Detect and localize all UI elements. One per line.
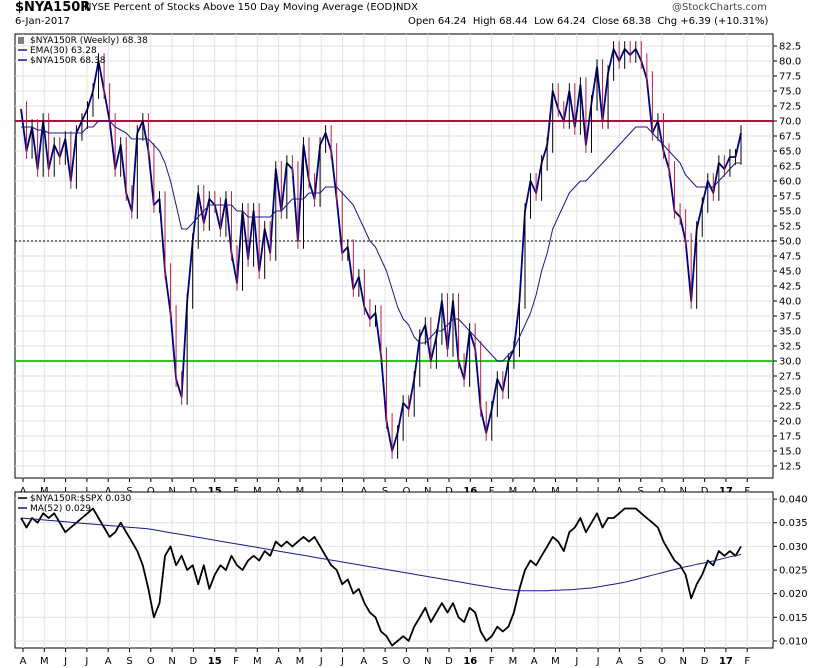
legend-entry: $NYA150R:$SPX 0.030 [30,494,132,504]
exchange-label: INDX [393,2,418,13]
legend-entry: $NYA150R 68.38 [30,56,106,66]
y-tick-label: 75.0 [779,87,801,98]
high-value: 68.44 [499,16,528,27]
y-tick-label: 60.0 [779,177,801,188]
quote-summary: Open 64.24 High 68.44 Low 64.24 Close 68… [408,16,768,27]
low-label: Low [534,16,554,27]
x-tick-label: D [190,656,198,667]
y-tick-label: 17.5 [779,432,801,443]
y-tick-label: 57.5 [779,192,801,203]
y-tick-label: 32.5 [779,342,801,353]
y-tick-label: 80.0 [779,57,801,68]
x-tick-label: F [744,656,750,667]
y-tick-label: 52.5 [779,222,801,233]
x-tick-label: A [20,656,27,667]
x-tick-label: N [680,656,687,667]
x-tick-label: J [63,656,67,667]
x-tick-label: O [402,656,410,667]
y-tick-label: 40.0 [779,297,801,308]
x-tick-label: A [360,656,367,667]
low-value: 64.24 [556,16,586,27]
y-tick-label: 67.5 [779,132,801,143]
chg-label: Chg [657,16,678,27]
y-tick-label: 0.030 [779,542,808,553]
x-tick-label: J [574,656,578,667]
y-tick-label: 25.0 [779,387,801,398]
close-value: 68.38 [622,16,652,27]
x-tick-label: M [296,656,305,667]
x-tick-label: F [489,656,495,667]
chart-symbol: $NYA150R [15,0,91,15]
x-tick-label: 16 [463,656,477,667]
chart-description: NYSE Percent of Stocks Above 150 Day Mov… [84,2,397,13]
y-tick-label: 0.025 [779,566,808,577]
x-tick-label: A [105,656,112,667]
series-line-$NYA150R:$SPX [20,507,742,647]
y-tick-label: 0.020 [779,589,808,600]
legend-entry: $NYA150R (Weekly) 68.38 [30,36,148,46]
x-tick-label: D [445,656,453,667]
y-tick-label: 0.040 [779,495,808,506]
series-line-MA(52) [20,517,742,592]
y-tick-label: 72.5 [779,102,801,113]
x-tick-label: N [424,656,431,667]
y-tick-label: 12.5 [779,462,801,473]
x-tick-label: O [658,656,666,667]
y-tick-label: 15.0 [779,447,801,458]
y-tick-label: 35.0 [779,327,801,338]
open-label: Open [408,16,435,27]
y-tick-label: 0.035 [779,518,808,529]
series-line-EMA(30) [21,120,741,362]
y-tick-label: 20.0 [779,417,801,428]
legend-bar-swatch [18,37,24,44]
y-tick-label: 22.5 [779,402,801,413]
close-label: Close [591,16,620,27]
x-tick-label: F [233,656,239,667]
x-tick-label: 15 [208,656,222,667]
chart-date: 6-Jan-2017 [15,16,70,27]
x-tick-label: J [340,656,344,667]
y-tick-label: 82.5 [779,42,801,53]
watermark: @StockCharts.com [672,2,767,13]
y-tick-label: 37.5 [779,312,801,323]
x-tick-label: J [319,656,323,667]
x-tick-label: S [126,656,132,667]
high-label: High [472,16,496,27]
y-tick-label: 42.5 [779,282,801,293]
x-tick-label: A [275,656,282,667]
y-tick-label: 62.5 [779,162,801,173]
chg-value: +6.39 (+10.31%) [680,16,769,27]
x-tick-label: J [84,656,88,667]
y-tick-label: 50.0 [779,237,801,248]
y-tick-label: 55.0 [779,207,801,218]
y-tick-label: 47.5 [779,252,801,263]
x-tick-label: S [382,656,388,667]
x-tick-label: 17 [719,656,733,667]
x-tick-label: J [596,656,600,667]
x-tick-label: N [168,656,175,667]
open-value: 64.24 [437,16,467,27]
x-tick-label: M [40,656,49,667]
x-tick-label: M [253,656,262,667]
y-tick-label: 45.0 [779,267,801,278]
legend-entry: MA(52) 0.029 [30,504,91,514]
y-tick-label: 77.5 [779,72,801,83]
x-tick-label: O [147,656,155,667]
legend-entry: EMA(30) 63.28 [30,46,97,56]
x-tick-label: M [551,656,560,667]
x-tick-label: S [638,656,644,667]
y-tick-label: 0.015 [779,613,808,624]
chart-header: $NYA150R NYSE Percent of Stocks Above 15… [0,0,820,34]
x-tick-label: A [531,656,538,667]
y-tick-label: 65.0 [779,147,801,158]
x-tick-label: A [616,656,623,667]
y-tick-label: 70.0 [779,117,801,128]
x-tick-label: D [701,656,709,667]
x-tick-label: M [509,656,518,667]
y-tick-label: 30.0 [779,357,801,368]
y-tick-label: 27.5 [779,372,801,383]
y-tick-label: 0.010 [779,636,808,647]
